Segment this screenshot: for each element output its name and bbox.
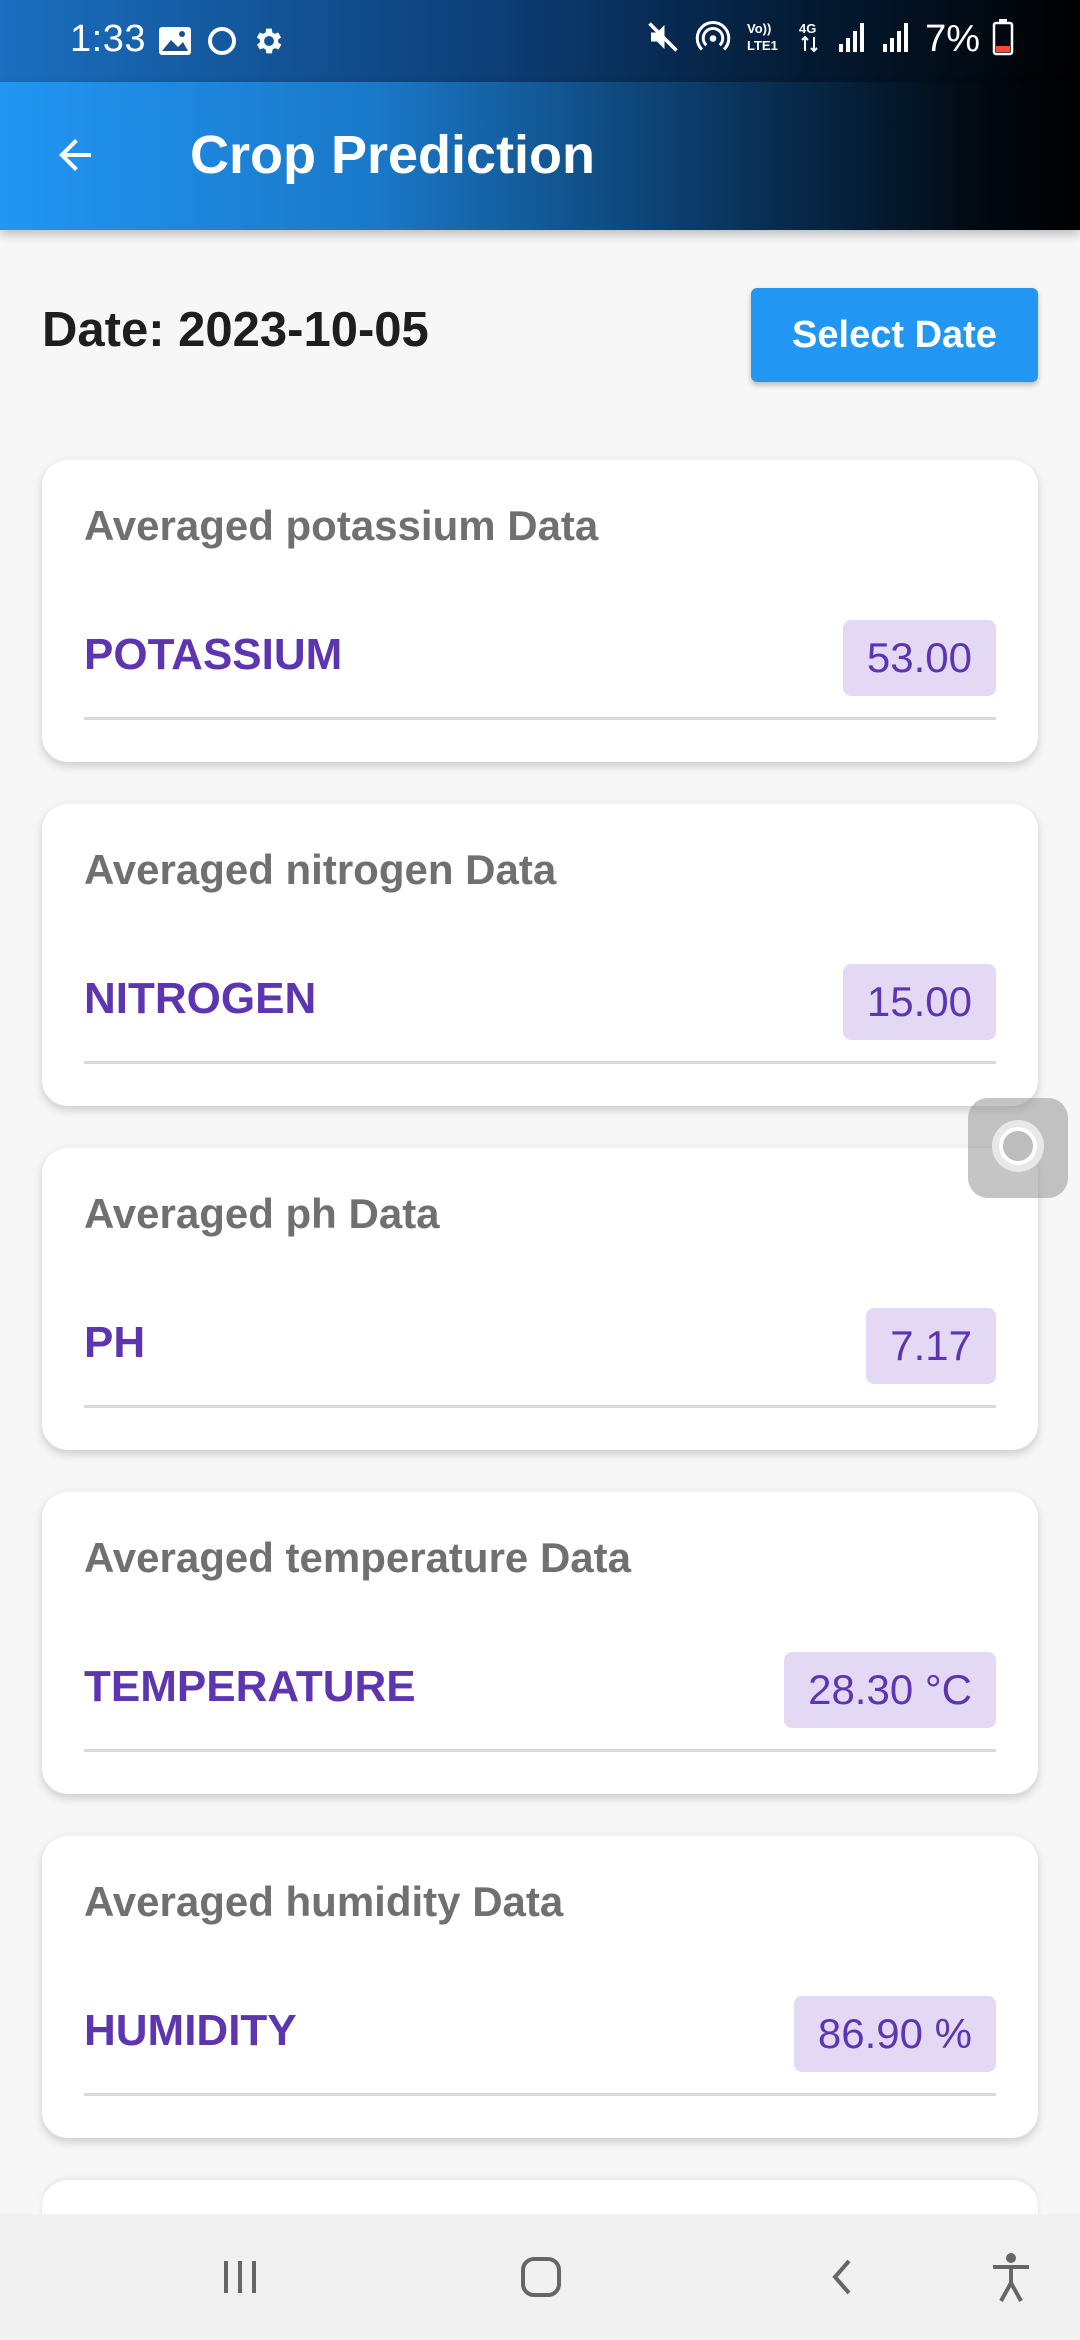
status-time: 1:33 <box>70 18 146 60</box>
status-left-icons <box>158 24 286 63</box>
accessibility-button[interactable] <box>976 2244 1046 2314</box>
card-label: NITROGEN <box>84 974 317 1023</box>
divider <box>84 717 996 720</box>
card-value-chip: 28.30 °C <box>784 1652 996 1728</box>
nav-back-button[interactable] <box>808 2244 878 2314</box>
card-humidity: Averaged humidity Data HUMIDITY 86.90 % <box>42 1836 1038 2138</box>
card-value-chip: 15.00 <box>842 964 996 1040</box>
card-label: HUMIDITY <box>84 2006 297 2055</box>
card-ph: Averaged ph Data PH 7.17 <box>42 1148 1038 1450</box>
divider <box>84 1405 996 1408</box>
floating-assistive-button[interactable] <box>968 1098 1068 1198</box>
card-title: Averaged potassium Data <box>84 502 599 549</box>
card-value-chip: 53.00 <box>842 620 996 696</box>
signal-icon <box>837 20 869 59</box>
app-bar: Crop Prediction <box>0 82 1080 230</box>
svg-text:4G: 4G <box>799 21 816 36</box>
page-title: Crop Prediction <box>190 125 596 185</box>
gear-icon <box>252 24 286 63</box>
ring-icon <box>986 1114 1050 1183</box>
card-title: Averaged ph Data <box>84 1190 440 1237</box>
card-title: Averaged nitrogen Data <box>84 846 557 893</box>
card-title: Averaged humidity Data <box>84 1878 564 1925</box>
divider <box>84 1749 996 1752</box>
4g-icon: 4G <box>797 19 825 60</box>
status-right-icons: Vo)) LTE1 4G 7% <box>645 18 1014 61</box>
signal-icon <box>881 20 913 59</box>
date-label: Date: 2023-10-05 <box>42 303 429 357</box>
system-nav-bar <box>0 2214 1080 2340</box>
card-title: Averaged temperature Data <box>84 1534 631 1581</box>
gallery-icon <box>158 26 192 61</box>
circle-icon <box>206 25 238 62</box>
hotspot-icon <box>693 19 733 60</box>
select-date-button[interactable]: Select Date <box>751 288 1038 382</box>
recent-apps-icon <box>218 2255 262 2304</box>
card-value-chip: 86.90 % <box>793 1996 996 2072</box>
home-button[interactable] <box>506 2244 576 2314</box>
svg-text:Vo)): Vo)) <box>747 21 771 36</box>
recent-apps-button[interactable] <box>205 2244 275 2314</box>
accessibility-icon <box>987 2251 1035 2308</box>
home-icon <box>517 2253 565 2306</box>
card-value-chip: 7.17 <box>866 1308 996 1384</box>
divider <box>84 1061 996 1064</box>
back-button[interactable] <box>40 122 110 192</box>
divider <box>84 2093 996 2096</box>
status-bar: 1:33 Vo)) LTE1 4G <box>0 0 1080 82</box>
card-label: POTASSIUM <box>84 630 343 679</box>
mute-icon <box>645 19 681 60</box>
card-label: TEMPERATURE <box>84 1662 416 1711</box>
card-nitrogen: Averaged nitrogen Data NITROGEN 15.00 <box>42 804 1038 1106</box>
card-label: PH <box>84 1318 146 1367</box>
battery-low-icon <box>992 18 1014 61</box>
volte-icon: Vo)) LTE1 <box>745 19 785 60</box>
card-temperature: Averaged temperature Data TEMPERATURE 28… <box>42 1492 1038 1794</box>
card-potassium: Averaged potassium Data POTASSIUM 53.00 <box>42 460 1038 762</box>
arrow-left-icon <box>51 131 99 184</box>
back-icon <box>821 2255 865 2304</box>
battery-percent: 7% <box>925 18 980 60</box>
svg-text:LTE1: LTE1 <box>747 38 778 53</box>
